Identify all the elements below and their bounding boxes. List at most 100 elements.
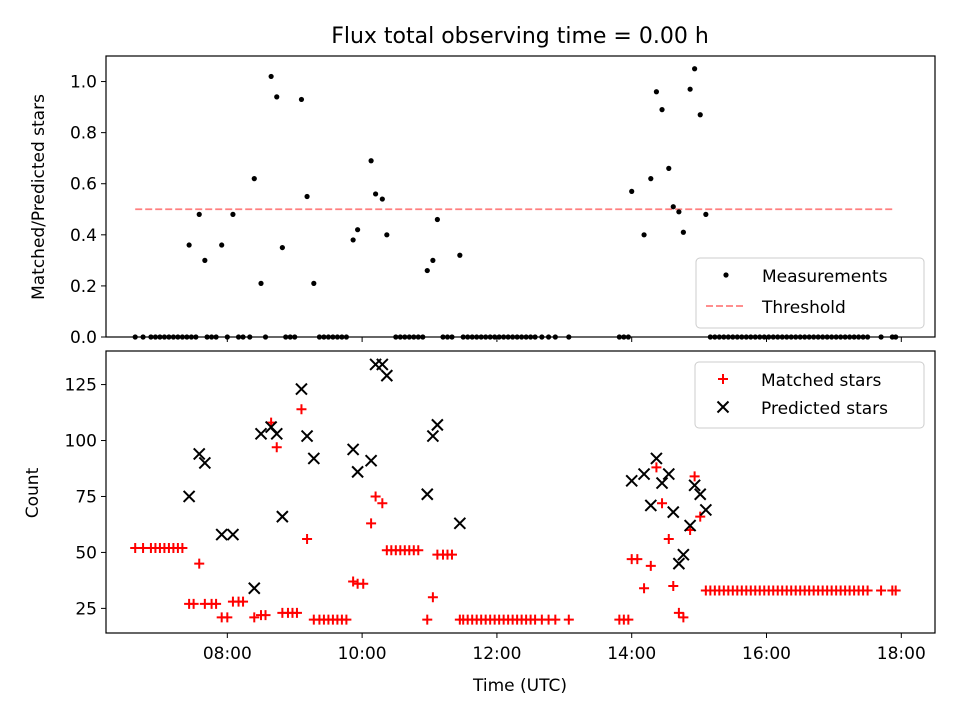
predicted-point [426,429,440,443]
measurement-point [379,196,385,202]
predicted-point [677,548,690,561]
matched-point [623,614,634,625]
matched-point [296,404,307,415]
predicted-point [307,452,321,465]
predicted-point [346,443,360,456]
y-tick-label: 0.4 [70,226,97,246]
predicted-point [380,369,394,382]
matched-point [291,607,302,618]
predicted-point [254,427,268,441]
matched-point [188,598,199,609]
matched-point [890,585,901,596]
legend-box [695,257,925,329]
predicted-point [270,427,283,441]
measurement-point [196,211,202,217]
measurement-point [629,188,635,194]
matched-point [302,534,313,544]
chart-title: Flux total observing time = 0.00 h [331,24,709,49]
matched-point [341,614,352,625]
predicted-point [226,528,240,541]
predicted-point [453,517,467,530]
predicted-point [215,528,228,541]
predicted-point [421,488,434,501]
x-tick-label: 12:00 [472,644,521,664]
predicted-point [248,582,261,595]
measurement-point [424,267,430,274]
matched-point [876,585,887,596]
predicted-point [644,499,658,512]
matched-point [678,612,689,623]
measurement-point [457,252,463,258]
measurement-point [676,209,682,215]
measurement-point [368,158,374,164]
matched-point [222,612,233,623]
predicted-point [683,519,697,532]
legend: Measurements Threshold [695,257,925,329]
predicted-point [672,557,686,570]
predicted-point [694,488,707,501]
measurement-point [670,204,676,210]
matched-point [177,542,188,553]
predicted-point [198,456,212,470]
predicted-point [688,479,701,492]
measurement-point [268,73,274,80]
predicted-point [300,429,314,443]
x-tick-label: 08:00 [203,644,252,664]
bottom-xlabel: Time (UTC) [472,676,567,696]
matched-point [260,610,271,621]
predicted-point [193,447,206,461]
predicted-point [376,358,389,371]
axes-frame [105,350,936,634]
matched-point [348,576,359,587]
matched-point [862,585,873,596]
predicted-point [650,452,663,465]
measurement-point [692,66,698,72]
measurement-point [697,112,703,118]
legend-label: Predicted stars [761,399,888,419]
measurement-point [202,257,208,263]
matched-point [663,534,674,544]
measurement-point [648,176,654,182]
y-tick-label: 100 [65,432,97,452]
y-tick-label: 0.2 [70,277,97,297]
matched-point [194,558,205,569]
measurement-point [384,232,390,238]
legend-label: Threshold [761,298,846,318]
legend-marker-matched [718,374,728,384]
x-tick-label: 16:00 [742,644,791,664]
measurement-point [659,107,665,113]
y-tick-label: 1.0 [70,73,97,93]
measurement-point [350,237,356,243]
x-tick-label: 10:00 [338,644,387,664]
bottom-ylabel: Count [23,467,43,518]
bottom-panel: 25 50 75 100 125 08:00 10:00 12:00 14:00 16:00 18:… [65,350,936,664]
legend: Matched stars Predicted stars [694,361,925,429]
legend-marker-measurements [723,272,729,278]
y-tick-label: 0.8 [70,124,97,144]
matched-point [358,578,369,589]
measurement-point [641,232,647,238]
measurement-point [434,216,440,223]
measurement-point [430,257,436,263]
measurement-point [703,211,709,217]
matched-point [422,614,433,625]
top-panel: 0.0 0.2 0.4 0.6 0.8 1.0 Measurements Threshold [70,55,936,348]
matched-point [413,545,424,556]
measurement-point [251,176,257,182]
matched-point [695,511,706,522]
measurement-point [230,211,236,217]
measurement-point [304,193,310,200]
measurement-point [186,242,192,248]
measurement-point [653,89,660,95]
predicted-point [276,510,289,523]
matched-point [639,583,650,594]
matched-point [651,462,662,473]
matched-point [370,491,381,502]
matched-point [689,471,700,482]
predicted-point [655,476,669,490]
matched-point [645,560,656,571]
y-tick-label: 125 [65,376,97,396]
top-ylabel: Matched/Predicted stars [29,94,49,300]
measurement-point [372,191,379,197]
